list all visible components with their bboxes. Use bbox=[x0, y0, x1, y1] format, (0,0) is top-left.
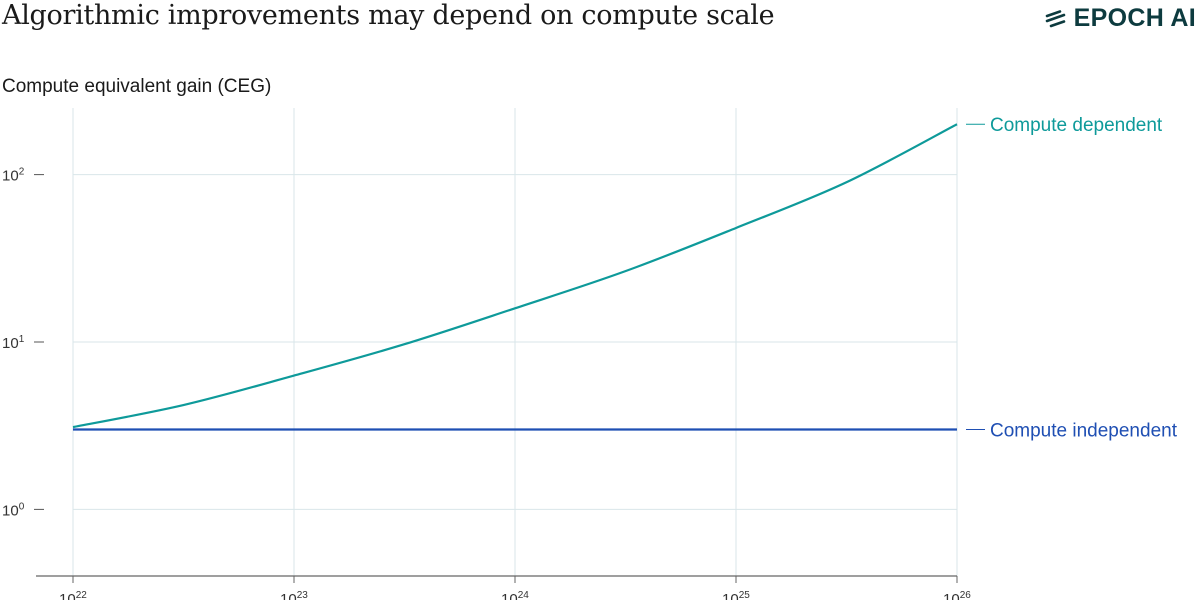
chart-title: Algorithmic improvements may depend on c… bbox=[2, 0, 775, 31]
series-label-compute-independent: Compute independent bbox=[990, 421, 1178, 442]
x-tick-label: 1025 bbox=[722, 590, 750, 600]
series-label-compute-dependent: Compute dependent bbox=[990, 115, 1163, 136]
x-tick-label: 1022 bbox=[59, 590, 87, 600]
y-tick-label: 100 bbox=[2, 501, 25, 519]
x-tick-label: 1024 bbox=[501, 590, 529, 600]
epoch-ai-logo: EPOCH AI bbox=[1045, 4, 1196, 33]
y-tick-label: 101 bbox=[2, 334, 25, 352]
x-tick-label: 1026 bbox=[943, 590, 971, 600]
brand-name: EPOCH AI bbox=[1073, 4, 1196, 32]
series-line-compute-dependent bbox=[72, 123, 958, 429]
epoch-logo-icon bbox=[1045, 9, 1065, 27]
y-axis-label: Compute equivalent gain (CEG) bbox=[2, 76, 272, 97]
x-tick-label: 1023 bbox=[280, 590, 308, 600]
y-tick-label: 102 bbox=[2, 167, 25, 185]
